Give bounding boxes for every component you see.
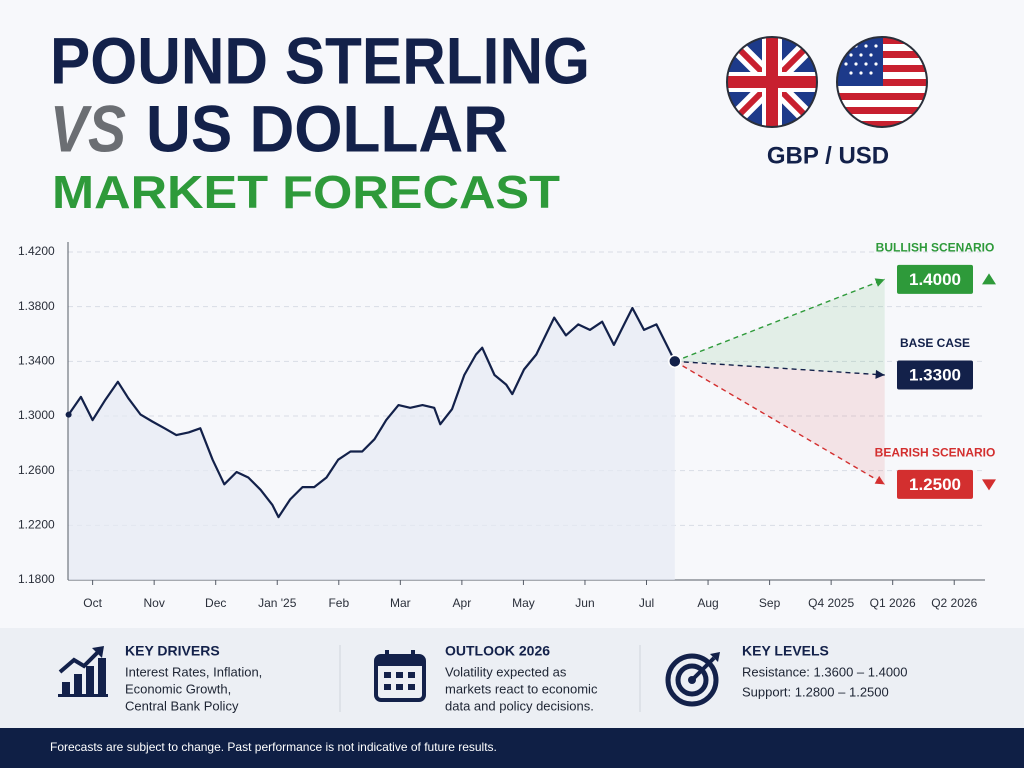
title-line: POUND STERLING xyxy=(50,23,590,97)
y-tick-label: 1.3800 xyxy=(18,299,55,313)
y-tick-label: 1.4200 xyxy=(18,244,55,258)
panel-text: data and policy decisions. xyxy=(445,698,594,713)
history-area xyxy=(68,308,675,580)
x-tick-label: Sep xyxy=(759,596,781,610)
panel-title: KEY DRIVERS xyxy=(125,643,220,659)
y-tick-label: 1.3400 xyxy=(18,354,55,368)
arrowhead xyxy=(874,475,885,485)
x-tick-label: Oct xyxy=(83,596,102,610)
last-price-marker xyxy=(668,354,682,369)
bullish-cone xyxy=(674,279,885,375)
scenario-box xyxy=(897,264,973,294)
x-tick-label: Q4 2025 xyxy=(808,596,854,610)
drivers-icon xyxy=(58,646,108,697)
price-line xyxy=(67,306,676,519)
panel-text: Interest Rates, Inflation, xyxy=(125,664,262,679)
x-tick-label: Mar xyxy=(390,596,411,610)
flag-ring xyxy=(726,36,818,128)
scenario-value: 1.2500 xyxy=(909,475,961,494)
scenario-box xyxy=(897,360,973,390)
scenario-value: 1.3300 xyxy=(909,365,961,384)
arrowhead xyxy=(875,369,885,379)
title-line: US DOLLAR xyxy=(146,91,508,165)
panel-text: Resistance: 1.3600 – 1.4000 xyxy=(742,664,908,679)
disclaimer: Forecasts are subject to change. Past pe… xyxy=(50,740,497,754)
panel-text: Volatility expected as xyxy=(445,664,567,679)
scenario-box xyxy=(897,469,973,499)
arrowhead xyxy=(874,278,885,287)
panel-text: Support: 1.2800 – 1.2500 xyxy=(742,684,889,699)
panel-text: Economic Growth, xyxy=(125,681,231,696)
x-tick-label: Jun xyxy=(575,596,594,610)
x-tick-label: Jul xyxy=(639,596,654,610)
scenario-value: 1.4000 xyxy=(909,270,961,289)
y-tick-label: 1.2200 xyxy=(18,518,55,532)
panel-title: KEY LEVELS xyxy=(742,643,829,659)
x-tick-label: Nov xyxy=(143,596,164,610)
panel-title: OUTLOOK 2026 xyxy=(445,643,550,659)
y-tick-label: 1.3000 xyxy=(18,408,55,422)
calendar-icon xyxy=(374,650,426,702)
flag-ring xyxy=(836,36,928,128)
footer-band xyxy=(0,728,1024,768)
forecast-line xyxy=(674,360,886,485)
subtitle: MARKET FORECAST xyxy=(52,166,560,218)
y-tick-label: 1.2600 xyxy=(18,463,55,477)
title-vs: VS xyxy=(50,91,126,165)
scenario-name: BULLISH SCENARIO xyxy=(876,241,995,255)
first-price-marker xyxy=(65,411,72,418)
x-tick-label: Apr xyxy=(453,596,472,610)
x-tick-label: Dec xyxy=(205,596,226,610)
x-tick-label: Q2 2026 xyxy=(931,596,977,610)
x-tick-label: Aug xyxy=(697,596,718,610)
x-tick-label: Feb xyxy=(328,596,349,610)
panel-text: markets react to economic xyxy=(445,681,598,696)
x-tick-label: Q1 2026 xyxy=(870,596,916,610)
target-icon xyxy=(665,652,720,707)
info-band xyxy=(0,628,1024,728)
chart: 1.1800 1.2200 1.2600 1.3000 1.3400 1.3800 1.42… xyxy=(18,241,996,610)
pair-label: GBP / USD xyxy=(767,142,889,169)
scenario-name: BASE CASE xyxy=(900,336,970,350)
forecast-line xyxy=(674,360,885,376)
down-arrow xyxy=(982,479,996,491)
us-flag xyxy=(837,37,927,127)
scenario-name: BEARISH SCENARIO xyxy=(875,446,996,460)
x-tick-label: May xyxy=(512,596,535,610)
forecast-line xyxy=(674,278,885,362)
y-tick-label: 1.1800 xyxy=(18,572,55,586)
x-tick-label: Jan '25 xyxy=(258,596,297,610)
uk-flag xyxy=(727,37,817,127)
up-arrow xyxy=(982,273,996,285)
panel-text: Central Bank Policy xyxy=(125,698,239,713)
